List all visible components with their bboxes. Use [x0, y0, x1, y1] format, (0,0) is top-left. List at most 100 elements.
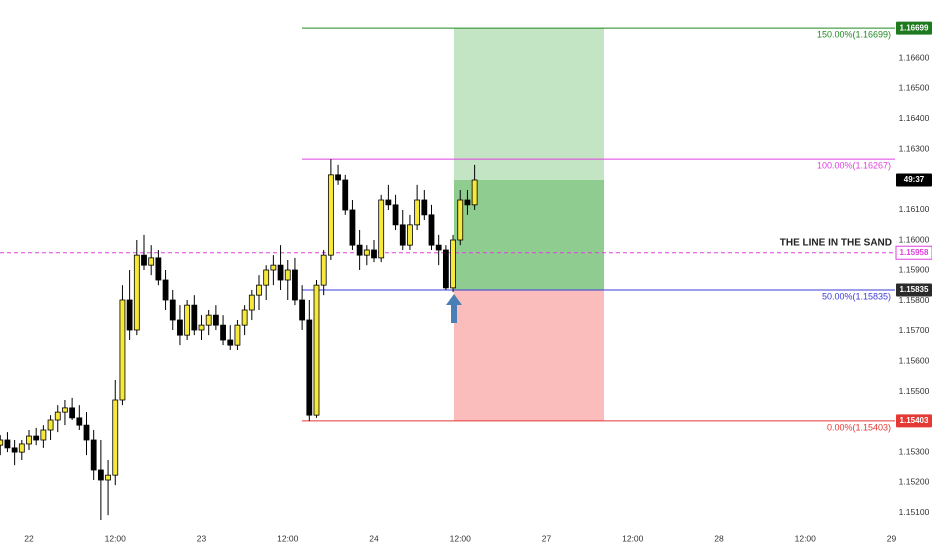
- y-tick-label: 1.16100: [899, 204, 930, 214]
- candle-body: [277, 264, 284, 281]
- y-tick-label: 1.15300: [899, 446, 930, 456]
- candle-body: [198, 324, 205, 331]
- level-label: 0.00%(1.15403): [827, 422, 891, 432]
- price-badge: [895, 245, 932, 260]
- candle-body: [47, 419, 54, 431]
- x-tick-label: 23: [197, 533, 207, 543]
- candle-body: [306, 319, 313, 416]
- candle-body: [141, 254, 147, 266]
- y-tick-label: 1.16600: [899, 52, 930, 62]
- candle-body: [148, 257, 155, 266]
- candle-body: [105, 474, 111, 481]
- candle-body: [26, 435, 32, 445]
- candle-body: [320, 254, 327, 286]
- x-tick-label: 12:00: [795, 533, 817, 543]
- candle-body: [18, 443, 25, 453]
- candle-body: [349, 209, 356, 246]
- candle-body: [184, 304, 191, 336]
- candle-body: [212, 314, 219, 326]
- stop-zone: [454, 290, 604, 421]
- x-tick-label: 12:00: [622, 533, 644, 543]
- candle-body: [54, 411, 61, 421]
- price-axis: 1.15100 1.15200 1.15300 1.15500 1.15600 1.157…: [24, 21, 932, 543]
- y-tick-label: 1.15200: [899, 477, 930, 487]
- candle-body: [126, 299, 133, 331]
- x-tick-label: 29: [887, 533, 897, 543]
- level-label: 150.00%(1.16699): [817, 30, 891, 40]
- candles: [0, 159, 478, 520]
- candle-body: [256, 284, 262, 296]
- candle-body: [205, 314, 212, 326]
- candle-body: [363, 249, 370, 256]
- y-tick-label: 1.15100: [899, 507, 930, 517]
- candle-body: [0, 439, 4, 446]
- candle-body: [234, 324, 241, 346]
- candle-body: [356, 244, 363, 256]
- x-tick-label: 12:00: [450, 533, 472, 543]
- candle-body: [327, 174, 334, 256]
- y-tick-label: 1.15800: [899, 295, 930, 305]
- candle-body: [169, 299, 176, 321]
- candle-body: [428, 214, 435, 246]
- y-tick-label: 1.15500: [899, 386, 930, 396]
- candle-body: [40, 429, 47, 441]
- price-badge-label: 1.15958: [900, 248, 929, 257]
- candle-body: [292, 269, 298, 301]
- candle-body: [11, 447, 18, 453]
- price-badge: [896, 283, 932, 297]
- candle-body: [385, 199, 392, 206]
- candle-body: [69, 407, 76, 419]
- candle-body: [227, 339, 234, 346]
- candle-body: [119, 299, 126, 401]
- countdown-badge: [896, 173, 932, 187]
- price-badge: [896, 21, 932, 35]
- price-badge: [896, 414, 932, 428]
- candle-body: [457, 199, 464, 241]
- candle-body: [471, 179, 478, 206]
- open-profit-zone: [454, 180, 604, 290]
- price-badge-label: 1.16699: [900, 23, 929, 32]
- candle-body: [90, 439, 97, 471]
- candle-body: [83, 424, 90, 441]
- x-tick-label: 28: [714, 533, 724, 543]
- y-tick-label: 1.16500: [899, 83, 930, 93]
- candle-body: [378, 199, 385, 259]
- y-tick-label: 1.15900: [899, 265, 930, 275]
- candle-body: [407, 224, 413, 246]
- candle-body: [421, 199, 428, 216]
- candle-body: [464, 199, 471, 206]
- y-tick-label: 1.16300: [899, 143, 930, 153]
- candle-body: [248, 294, 255, 311]
- price-badge-label: 1.15403: [900, 416, 929, 425]
- candle-body: [76, 417, 83, 426]
- candle-body: [392, 204, 399, 226]
- level-label: 50.00%(1.15835): [822, 291, 891, 301]
- x-tick-label: 27: [542, 533, 552, 543]
- candle-body: [414, 199, 421, 226]
- candle-body: [4, 439, 11, 449]
- position-tool: [454, 28, 604, 421]
- y-tick-label: 1.15700: [899, 325, 930, 335]
- candle-body: [435, 244, 442, 251]
- candle-body: [442, 249, 449, 289]
- candle-body: [399, 224, 406, 246]
- candle-body: [33, 435, 40, 441]
- entry-arrow: [446, 294, 462, 323]
- level-label: 100.00%(1.16267): [817, 160, 891, 170]
- labels: 150.00%(1.16699) 100.00%(1.16267) 50.00%(1…: [780, 30, 892, 433]
- sand-label: THE LINE IN THE SAND: [780, 237, 892, 248]
- candle-body: [191, 304, 198, 331]
- candle-body: [62, 407, 68, 413]
- candle-body: [371, 249, 377, 259]
- countdown-label: 49:37: [904, 175, 925, 184]
- candle-body: [284, 269, 291, 281]
- candle-body: [112, 399, 119, 476]
- candle-body: [270, 264, 277, 271]
- candle-body: [342, 179, 349, 211]
- candle-body: [177, 319, 183, 336]
- y-tick-label: 1.15600: [899, 355, 930, 365]
- candle-body: [299, 299, 306, 321]
- candle-body: [133, 254, 140, 331]
